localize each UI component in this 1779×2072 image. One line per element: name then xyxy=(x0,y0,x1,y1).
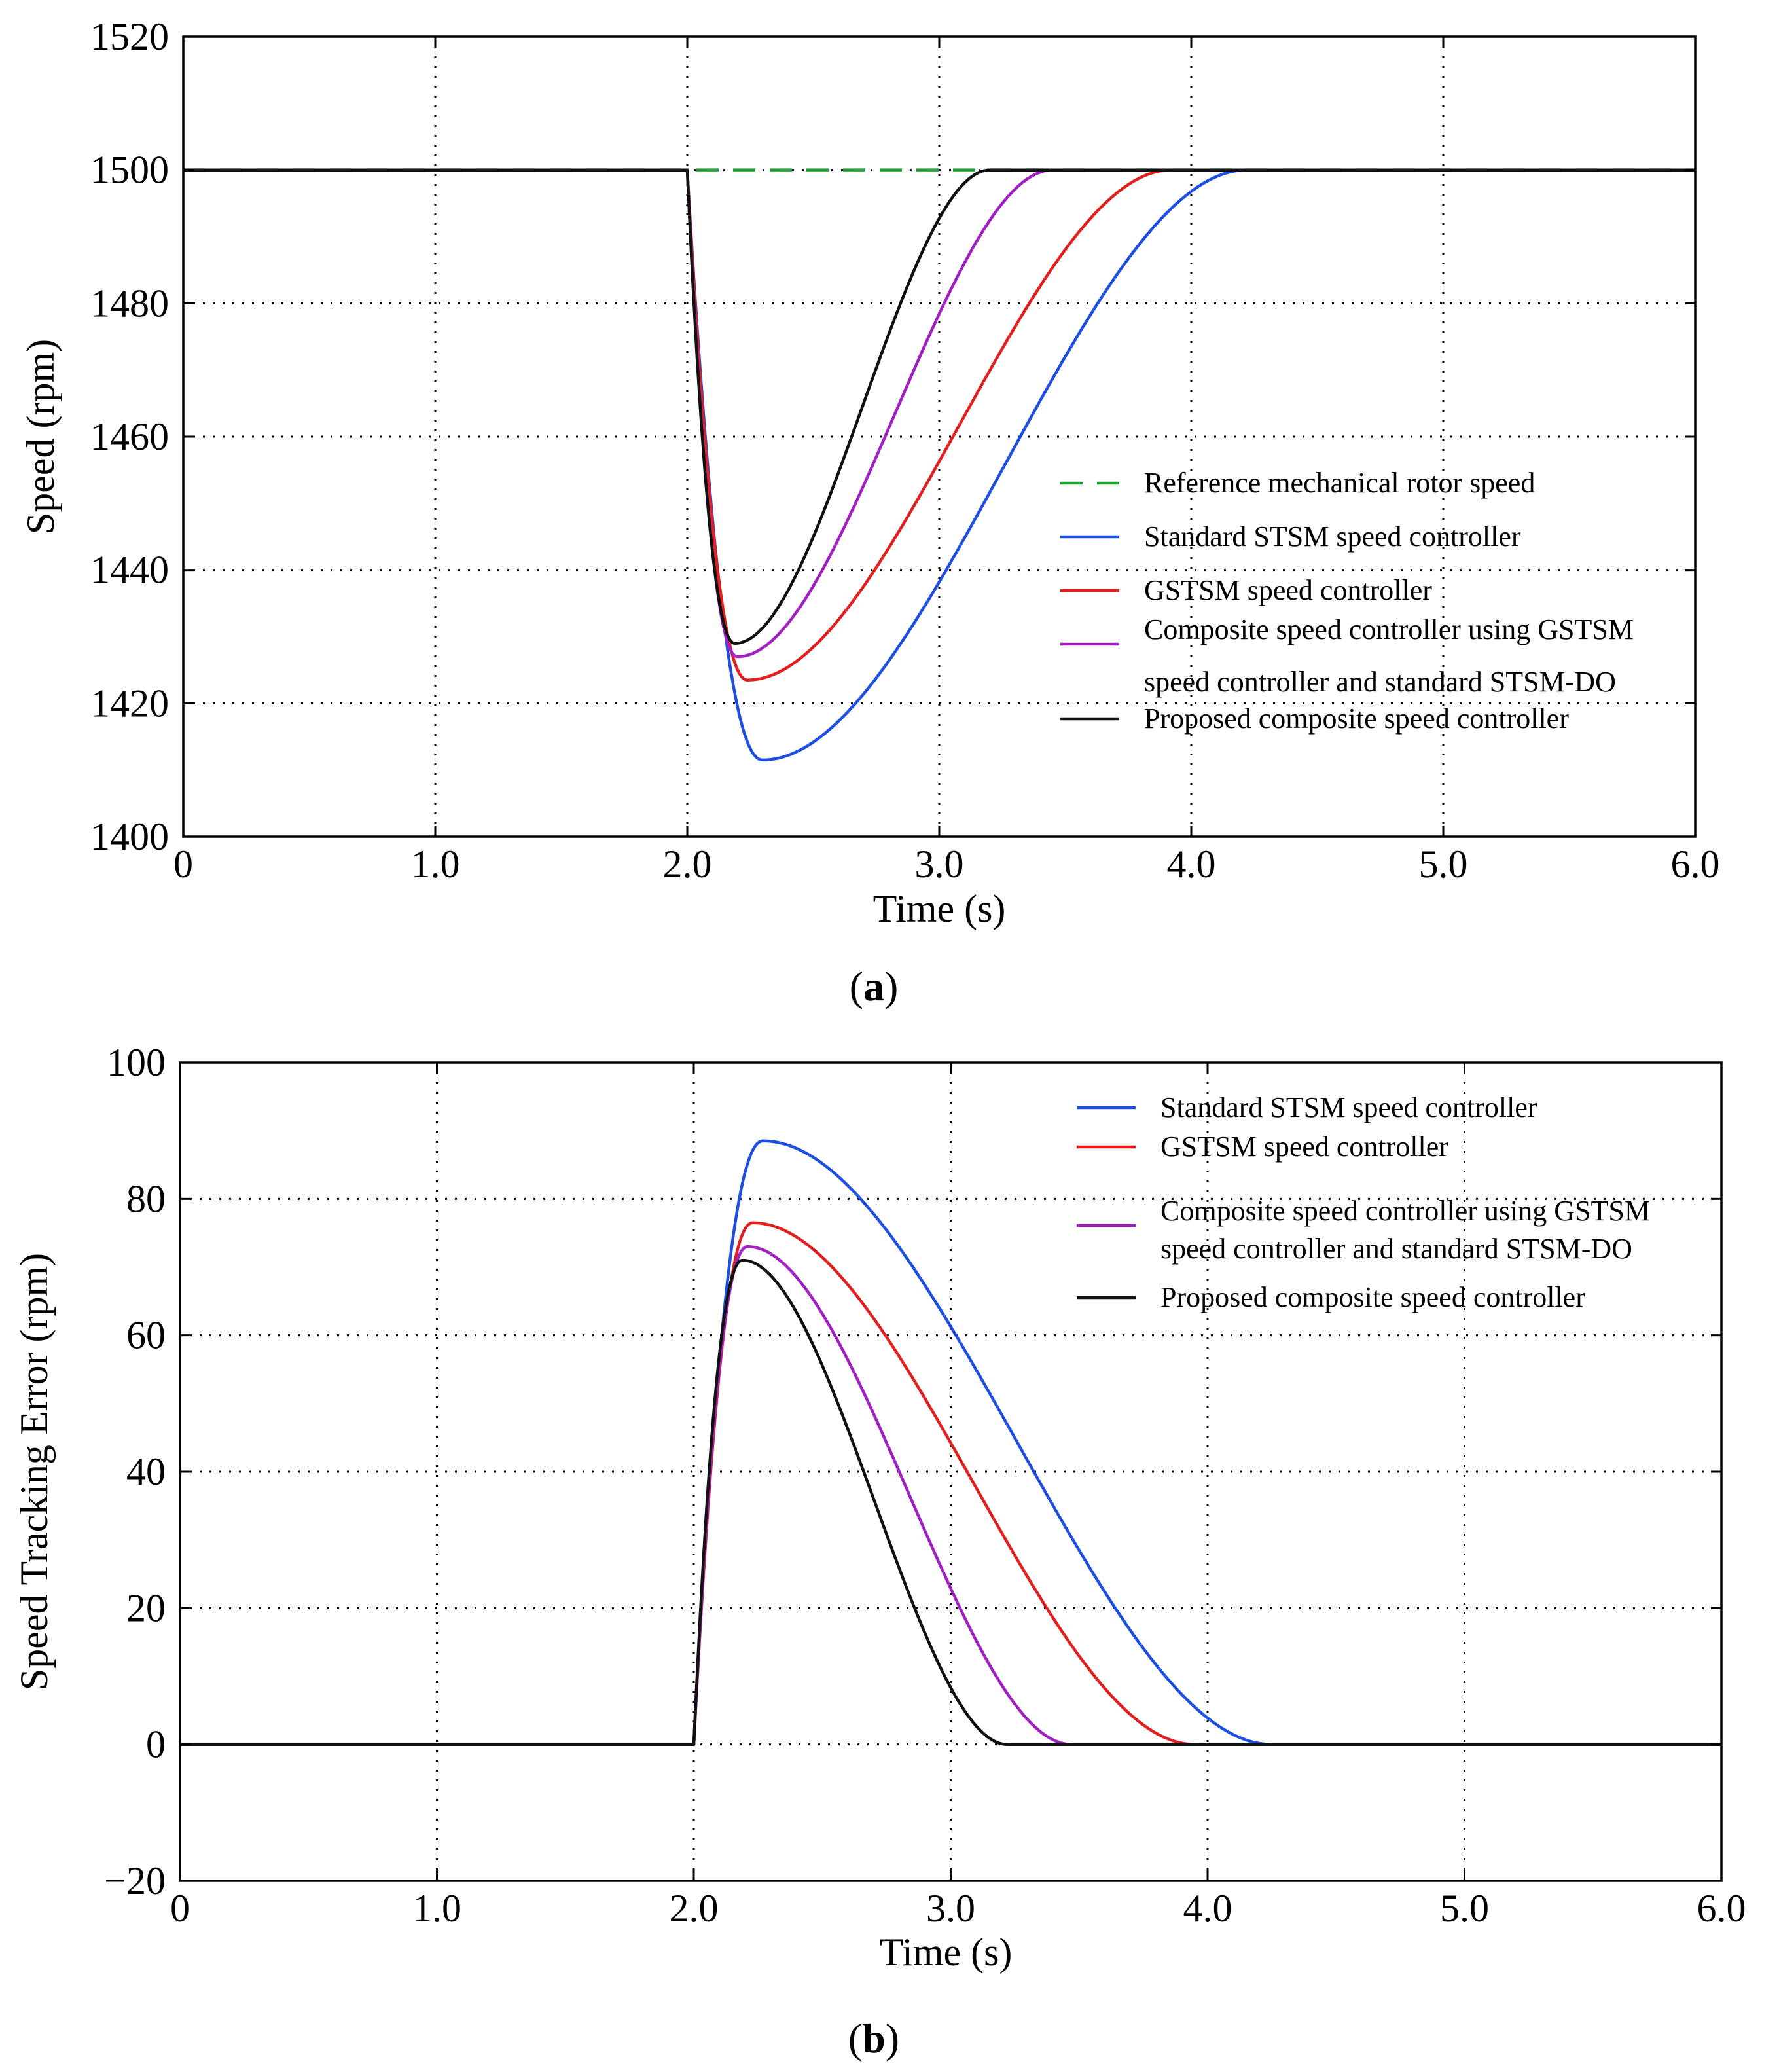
x-tick-label: 2.0 xyxy=(663,843,712,886)
y-tick-label: 100 xyxy=(107,1041,166,1084)
legend-label: GSTSM speed controller xyxy=(1160,1131,1448,1163)
y-tick-label: 1420 xyxy=(90,682,169,725)
ticks-a: 0 1.0 2.0 3.0 4.0 5.0 6.0 1400 1420 1440 1460 1480 1… xyxy=(90,15,1720,886)
grid-b xyxy=(180,1063,1721,1881)
x-tick-label: 1.0 xyxy=(412,1887,461,1930)
x-tick-label: 4.0 xyxy=(1167,843,1216,886)
legend-label-line2: speed controller and standard STSM-DO xyxy=(1160,1233,1632,1265)
y-axis-title-a: Speed (rpm) xyxy=(19,339,62,534)
x-tick-label: 1.0 xyxy=(411,843,460,886)
y-tick-label: 1480 xyxy=(90,282,169,325)
x-tick-label: 0 xyxy=(173,843,193,886)
legend-label: GSTSM speed controller xyxy=(1144,574,1432,606)
panel-label-a: (a) xyxy=(850,963,899,1009)
y-tick-label: 1520 xyxy=(90,15,169,58)
y-tick-label: −20 xyxy=(104,1859,166,1902)
x-tick-label: 0 xyxy=(170,1887,190,1930)
series-line-3 xyxy=(180,1258,1721,1746)
x-tick-label: 2.0 xyxy=(670,1887,719,1930)
legend-label: Composite speed controller using GSTSM xyxy=(1160,1195,1650,1227)
x-tick-label: 5.0 xyxy=(1440,1887,1489,1930)
x-tick-label: 5.0 xyxy=(1419,843,1468,886)
series-line-2 xyxy=(183,168,1695,682)
x-tick-label: 6.0 xyxy=(1671,843,1720,886)
x-axis-title-b: Time (s) xyxy=(880,1931,1013,1974)
legend-a: Reference mechanical rotor speed Standard… xyxy=(1060,467,1634,735)
series-line-0 xyxy=(180,1139,1721,1746)
y-tick-label: 1400 xyxy=(90,815,169,858)
x-tick-label: 4.0 xyxy=(1183,1887,1232,1930)
legend-b: Standard STSM speed controller GSTSM spee… xyxy=(1077,1091,1650,1313)
x-tick-label: 6.0 xyxy=(1697,1887,1746,1930)
y-tick-label: 60 xyxy=(126,1314,166,1357)
legend-label: Proposed composite speed controller xyxy=(1144,702,1569,735)
y-axis-title-b: Speed Tracking Error (rpm) xyxy=(12,1253,56,1690)
legend-label: Composite speed controller using GSTSM xyxy=(1144,613,1634,645)
y-tick-label: 1460 xyxy=(90,415,169,458)
y-tick-label: 80 xyxy=(126,1177,166,1220)
chart-a: 0 1.0 2.0 3.0 4.0 5.0 6.0 1400 1420 1440 1460 1480 1… xyxy=(19,15,1720,1009)
legend-label: Proposed composite speed controller xyxy=(1160,1281,1585,1313)
grid-a xyxy=(183,37,1695,837)
y-tick-label: 40 xyxy=(126,1450,166,1493)
series-b xyxy=(180,1139,1721,1746)
x-axis-title-a: Time (s) xyxy=(873,887,1006,930)
y-tick-label: 1440 xyxy=(90,549,169,592)
panel-label-b: (b) xyxy=(848,2015,899,2062)
series-line-4 xyxy=(183,168,1695,645)
y-tick-label: 1500 xyxy=(90,149,169,192)
plot-frame-b xyxy=(179,1061,1723,1882)
legend-label-line2: speed controller and standard STSM-DO xyxy=(1144,666,1616,698)
legend-label: Standard STSM speed controller xyxy=(1160,1091,1537,1123)
legend-label: Reference mechanical rotor speed xyxy=(1144,467,1535,499)
x-tick-label: 3.0 xyxy=(915,843,964,886)
x-tick-label: 3.0 xyxy=(926,1887,975,1930)
legend-label: Standard STSM speed controller xyxy=(1144,520,1521,553)
y-tick-label: 0 xyxy=(146,1723,166,1766)
series-a xyxy=(183,168,1695,762)
y-tick-label: 20 xyxy=(126,1586,166,1629)
